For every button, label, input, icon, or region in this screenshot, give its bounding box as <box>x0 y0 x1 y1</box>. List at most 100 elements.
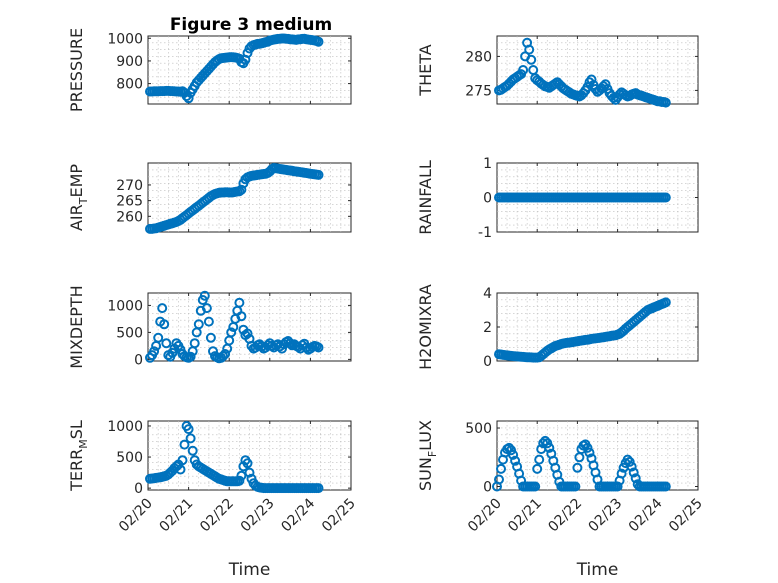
data-point <box>538 438 549 449</box>
x-tick-label: 02/25 <box>319 496 359 536</box>
data-point <box>570 481 581 492</box>
x-axis-label: Time <box>228 560 271 580</box>
data-point <box>496 463 506 474</box>
data-point <box>542 438 553 449</box>
y-tick-label: 900 <box>116 54 143 70</box>
data-point <box>313 36 324 47</box>
subplot-h2omixra: 0 2 4 H2OMIXRA <box>416 284 699 370</box>
y-axis-label: PRESSURE <box>67 28 86 112</box>
y-tick-label: 1000 <box>107 298 143 314</box>
y-tick-label: 2 <box>483 320 492 336</box>
data-point <box>236 184 247 195</box>
y-tick-label: 0 <box>483 191 492 207</box>
data-point <box>518 65 529 75</box>
y-tick-label: 1000 <box>107 31 143 47</box>
data-point <box>624 456 635 467</box>
data-point <box>616 468 627 479</box>
data-point <box>199 290 210 301</box>
y-tick-label: 0 <box>483 479 492 495</box>
data-point <box>506 445 517 456</box>
data-point <box>534 454 545 465</box>
subplot-terr-msl: 0 500 1000 TERRMSL 02/20 02/21 02/22 02/23 02/24… <box>67 419 359 580</box>
data-point <box>242 458 253 469</box>
subplot-theta: 275 280 THETA <box>416 35 699 108</box>
subplot-pressure: 800 900 1000 PRESSURE <box>67 28 352 112</box>
data-point <box>183 93 194 104</box>
data-point <box>234 297 245 308</box>
data-point <box>510 455 521 466</box>
data-point <box>218 351 229 362</box>
data-point <box>582 442 593 453</box>
x-tick-label: 02/21 <box>505 496 545 536</box>
data-point <box>532 463 543 474</box>
data-point <box>242 328 253 339</box>
x-tick-label: 02/24 <box>278 495 318 535</box>
data-point <box>234 475 245 486</box>
y-tick-label: 1 <box>483 156 492 172</box>
data-point <box>149 346 160 357</box>
x-tick-label: 02/23 <box>238 496 278 536</box>
data-point <box>524 44 535 55</box>
y-tick-label: 1000 <box>107 419 143 435</box>
y-tick-label: 0 <box>483 354 492 370</box>
data-point <box>544 442 555 453</box>
data-point <box>612 481 623 492</box>
data-point <box>175 464 186 475</box>
data-point <box>185 433 196 444</box>
data-point <box>508 449 519 460</box>
y-tick-label: -1 <box>478 225 492 241</box>
data-point <box>153 332 164 343</box>
subplot-mixdepth: 0 500 1000 MIXDEPTH <box>67 285 352 369</box>
y-tick-label: 500 <box>116 450 143 466</box>
subplot-sun-flux: 0 500 SUNFLUX 02/20 02/21 02/22 02/23 02/24 02/2… <box>416 420 706 580</box>
x-tick-label: 02/20 <box>116 496 156 536</box>
data-point <box>660 297 671 308</box>
data-point <box>530 481 541 492</box>
data-point <box>220 349 231 359</box>
y-tick-label: 0 <box>134 352 143 368</box>
x-tick-label: 02/24 <box>626 495 666 535</box>
y-tick-label: 260 <box>116 209 143 225</box>
data-point <box>630 473 641 484</box>
data-point <box>494 474 504 485</box>
data-point <box>600 79 611 90</box>
x-tick-label: 02/22 <box>197 496 237 536</box>
y-tick-label: 265 <box>116 194 143 210</box>
data-point <box>660 481 671 492</box>
data-point <box>526 54 537 65</box>
y-tick-label: 280 <box>465 49 492 65</box>
data-point <box>189 338 200 349</box>
data-point <box>586 74 597 85</box>
data-point <box>183 424 194 435</box>
y-tick-label: 270 <box>116 178 143 194</box>
data-point <box>313 169 324 180</box>
y-axis-label: SUNFLUX <box>416 420 439 491</box>
data-point <box>187 445 198 456</box>
data-point <box>226 327 237 338</box>
data-point <box>201 303 212 314</box>
y-tick-label: 0 <box>134 481 143 497</box>
data-point <box>193 319 204 330</box>
x-tick-label: 02/21 <box>157 496 197 536</box>
y-axis-label: TERRMSL <box>67 420 90 492</box>
x-tick-label: 02/20 <box>465 496 505 536</box>
data-point <box>313 483 324 494</box>
y-tick-label: 800 <box>116 77 143 93</box>
x-tick-label: 02/22 <box>545 496 585 536</box>
data-point <box>244 467 255 478</box>
data-point <box>540 435 551 446</box>
y-axis-label: RAINFALL <box>416 160 435 235</box>
subplot-rainfall: -1 0 1 RAINFALL <box>416 156 699 241</box>
y-tick-label: 500 <box>116 325 143 341</box>
data-point <box>159 319 170 330</box>
y-axis-label: THETA <box>416 44 435 96</box>
data-point <box>236 311 247 322</box>
data-point <box>584 447 595 458</box>
data-point <box>185 351 196 362</box>
data-point <box>313 342 324 353</box>
data-point <box>622 454 633 465</box>
y-tick-label: 4 <box>483 286 492 302</box>
data-point <box>626 461 637 472</box>
